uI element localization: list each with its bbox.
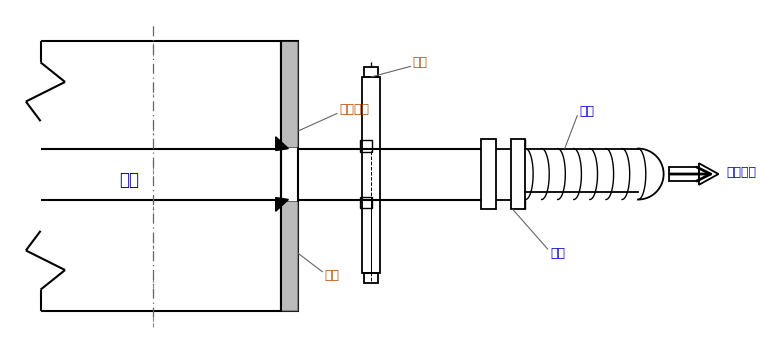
Polygon shape xyxy=(276,197,289,211)
Text: 阀阀: 阀阀 xyxy=(413,56,428,69)
Polygon shape xyxy=(276,137,289,151)
Text: 接头: 接头 xyxy=(550,247,565,260)
Text: 泵管: 泵管 xyxy=(579,105,594,118)
Text: 焊缝: 焊缝 xyxy=(325,269,340,282)
Polygon shape xyxy=(280,41,298,147)
Text: 至输送泵: 至输送泵 xyxy=(727,165,756,178)
Text: 加强钔板: 加强钔板 xyxy=(340,103,369,116)
Text: 钔管: 钔管 xyxy=(119,171,139,189)
Polygon shape xyxy=(280,201,298,311)
